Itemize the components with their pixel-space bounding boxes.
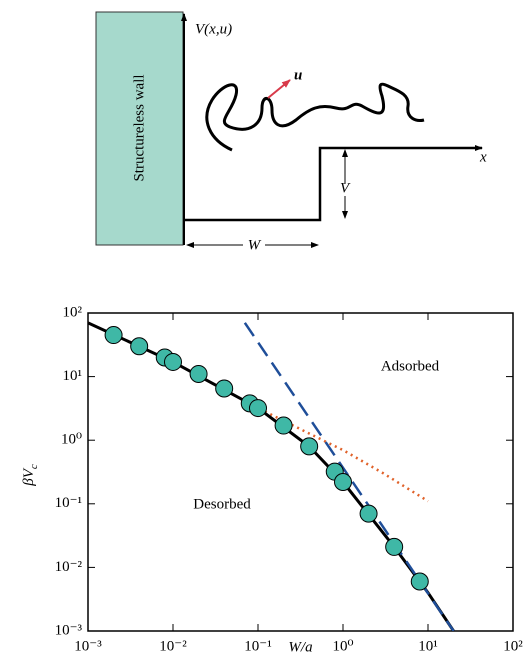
y-tick-label: 10⁻¹ — [55, 495, 82, 511]
x-tick-label: 10¹ — [418, 638, 438, 654]
x-tick-label: 10⁻¹ — [244, 638, 271, 654]
annotation: Desorbed — [193, 496, 251, 512]
x-tick-label: 10⁰ — [332, 638, 353, 654]
y-tick-label: 10⁻² — [55, 559, 83, 575]
diagram: Structureless wall V(x,u) x V W u — [95, 11, 487, 253]
potential-profile — [184, 145, 483, 222]
y-axis-label-main: βV — [21, 467, 37, 486]
x-tick-label: 10² — [503, 638, 523, 654]
y-tick-label: 10¹ — [63, 368, 83, 384]
potential-label: V(x,u) — [195, 21, 232, 37]
y-axis-label: βVc — [21, 464, 39, 487]
data-point — [164, 352, 182, 371]
depth-label: V — [340, 180, 351, 196]
direction-arrow — [267, 79, 291, 99]
data-point — [274, 416, 293, 435]
data-point — [130, 337, 149, 356]
data-point — [385, 537, 404, 556]
x-axis-label: W/a — [288, 639, 312, 655]
plot-frame — [87, 312, 514, 632]
wall-label: Structureless wall — [131, 74, 147, 181]
chart: 10⁻³ 10⁻² 10⁻¹ 10⁰ 10¹ 10² 10⁻³ 10⁻² 10⁻¹ 10⁰ 10¹ 1… — [21, 304, 523, 655]
y-tick-label: 10⁰ — [61, 432, 82, 448]
annotation: Adsorbed — [381, 358, 440, 374]
data-point — [334, 473, 352, 492]
data-point — [359, 504, 378, 523]
data-point — [249, 399, 267, 418]
y-tick-label: 10² — [63, 304, 83, 320]
series-line — [243, 322, 455, 631]
x-tick-label: 10⁻² — [159, 638, 187, 654]
width-label: W — [248, 237, 262, 253]
wall — [95, 11, 184, 246]
direction-label: u — [294, 67, 302, 83]
y-axis-label-sub: c — [28, 464, 40, 469]
data-point — [215, 379, 234, 398]
polymer-chain — [205, 82, 425, 152]
x-axis-label: x — [479, 149, 487, 165]
y-tick-label: 10⁻³ — [55, 622, 83, 638]
series-line — [88, 321, 429, 503]
x-tick-label: 10⁻³ — [74, 638, 102, 654]
data-point — [300, 437, 319, 456]
data-point — [189, 364, 208, 383]
data-point — [410, 572, 429, 591]
data-point — [104, 326, 123, 345]
